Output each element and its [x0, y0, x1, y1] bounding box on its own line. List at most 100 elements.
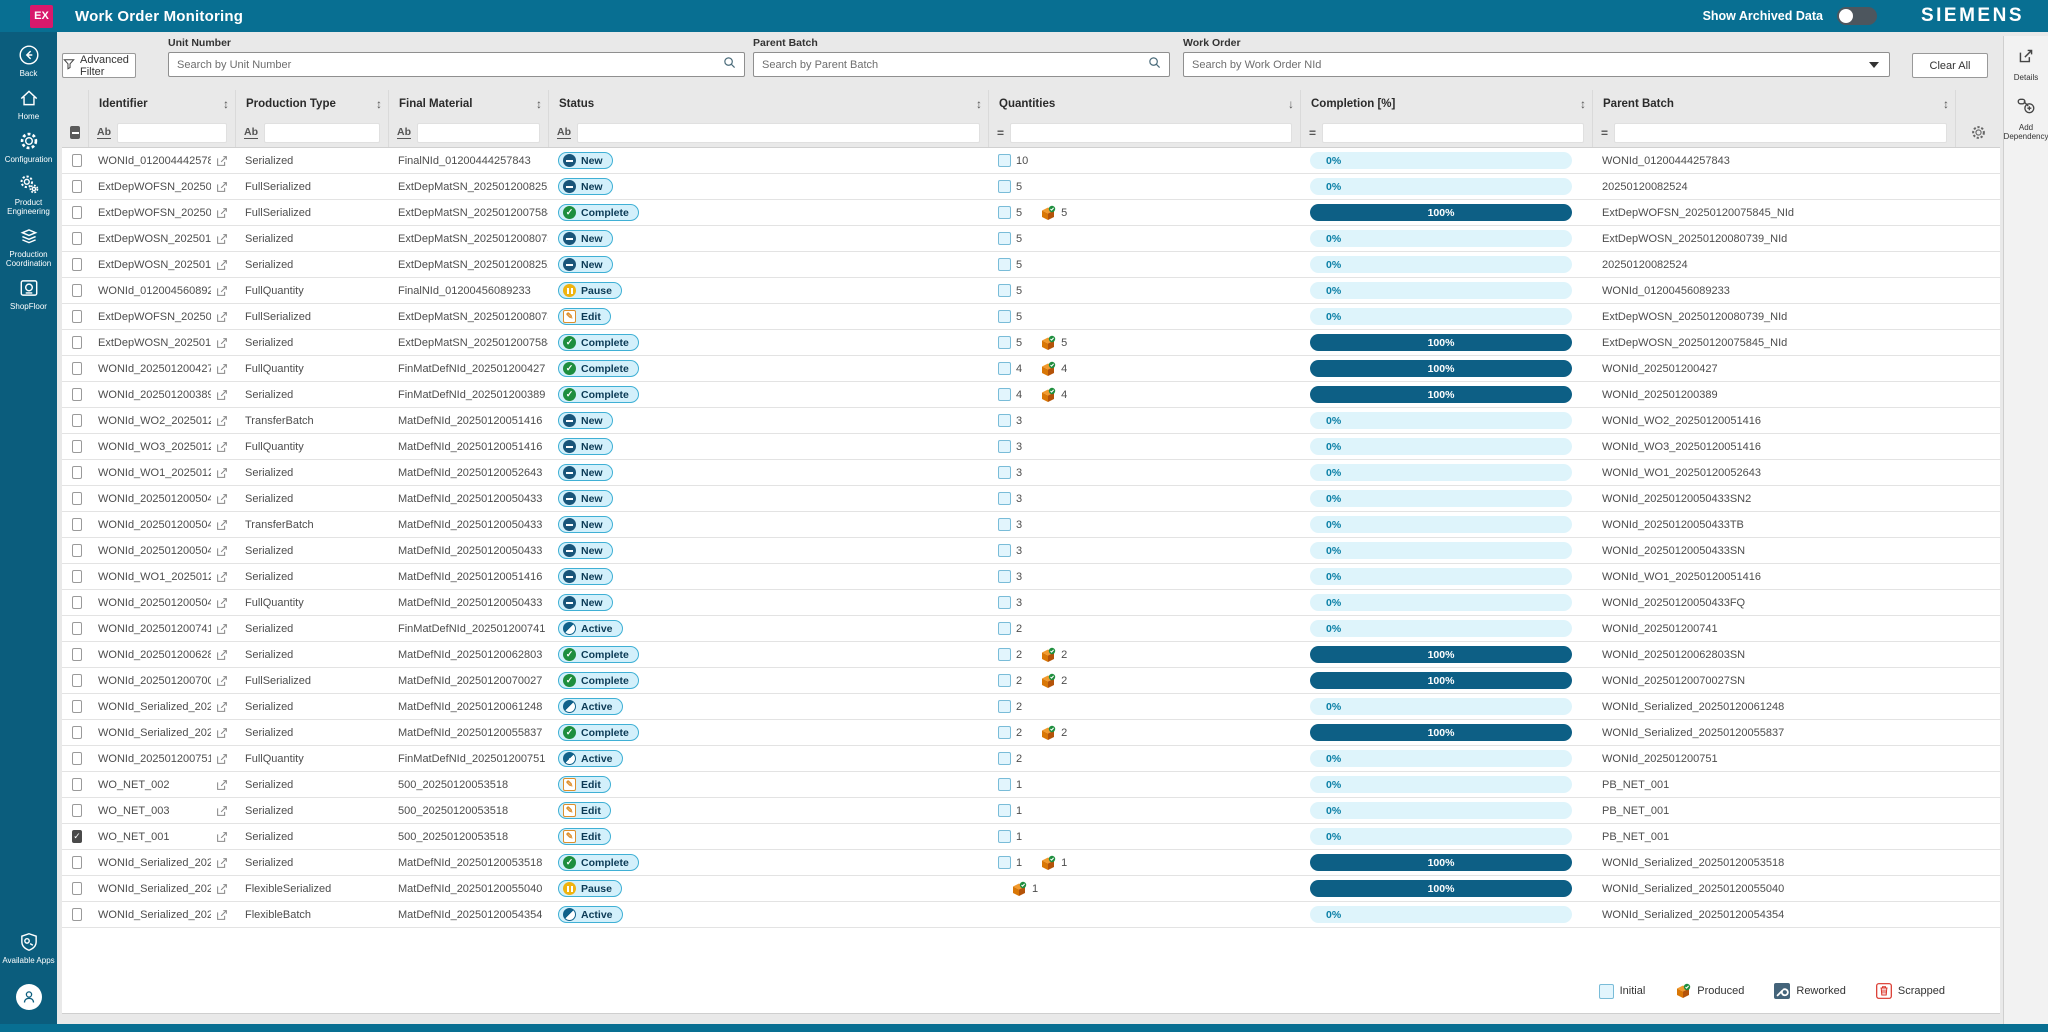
- row-checkbox[interactable]: [72, 804, 82, 817]
- parent-batch-input[interactable]: [754, 58, 1148, 71]
- column-header-final-material[interactable]: Final Material ↕: [388, 90, 548, 118]
- open-work-order-icon[interactable]: [211, 908, 229, 922]
- sort-icon[interactable]: ↕: [976, 97, 982, 111]
- open-work-order-icon[interactable]: [211, 466, 229, 480]
- open-work-order-icon[interactable]: [211, 440, 229, 454]
- sidebar-item-back[interactable]: Back: [0, 44, 57, 78]
- open-work-order-icon[interactable]: [211, 856, 229, 870]
- work-order-input[interactable]: [1184, 58, 1869, 71]
- column-filter-input[interactable]: [1614, 122, 1947, 143]
- row-checkbox[interactable]: [72, 284, 82, 297]
- sort-icon[interactable]: ↕: [376, 97, 382, 111]
- open-work-order-icon[interactable]: [211, 518, 229, 532]
- user-avatar[interactable]: [15, 984, 42, 1010]
- row-checkbox[interactable]: [72, 674, 82, 687]
- chevron-down-icon[interactable]: [1869, 61, 1879, 68]
- opcenter-ex-logo[interactable]: EX: [30, 4, 53, 28]
- row-checkbox[interactable]: [72, 622, 82, 635]
- open-work-order-icon[interactable]: [211, 674, 229, 688]
- open-work-order-icon[interactable]: [211, 258, 229, 272]
- column-filter-input[interactable]: [417, 122, 540, 143]
- sort-icon[interactable]: ↕: [223, 97, 229, 111]
- column-header-parent-batch[interactable]: Parent Batch ↕: [1592, 90, 1955, 118]
- gear-icon[interactable]: [1970, 124, 1987, 141]
- row-checkbox[interactable]: ✓: [72, 830, 82, 843]
- row-checkbox[interactable]: [72, 310, 82, 323]
- open-work-order-icon[interactable]: [211, 830, 229, 844]
- open-work-order-icon[interactable]: [211, 752, 229, 766]
- row-checkbox[interactable]: [72, 258, 82, 271]
- open-work-order-icon[interactable]: [211, 570, 229, 584]
- row-checkbox[interactable]: [72, 544, 82, 557]
- open-work-order-icon[interactable]: [211, 284, 229, 298]
- column-filter-input[interactable]: [1322, 122, 1584, 143]
- row-checkbox[interactable]: [72, 648, 82, 661]
- sort-icon[interactable]: ↕: [536, 97, 542, 111]
- open-work-order-icon[interactable]: [211, 206, 229, 220]
- row-checkbox[interactable]: [72, 596, 82, 609]
- row-checkbox[interactable]: [72, 752, 82, 765]
- advanced-filter-button[interactable]: Advanced Filter: [62, 53, 136, 78]
- sidebar-item-home[interactable]: Home: [0, 87, 57, 121]
- open-work-order-icon[interactable]: [211, 310, 229, 324]
- sidebar-item-product-engineering[interactable]: Product Engineering: [0, 173, 57, 216]
- sort-icon[interactable]: ↓: [1288, 97, 1294, 111]
- row-checkbox[interactable]: [72, 726, 82, 739]
- open-work-order-icon[interactable]: [211, 648, 229, 662]
- column-filter-input[interactable]: [264, 122, 380, 143]
- text-filter-icon[interactable]: Ab: [244, 125, 258, 139]
- row-checkbox[interactable]: [72, 362, 82, 375]
- text-filter-icon[interactable]: Ab: [97, 125, 111, 139]
- open-work-order-icon[interactable]: [211, 882, 229, 896]
- column-header-status[interactable]: Status ↕: [548, 90, 988, 118]
- column-header-production-type[interactable]: Production Type ↕: [235, 90, 388, 118]
- open-work-order-icon[interactable]: [211, 154, 229, 168]
- add-dependency-button[interactable]: Add Dependency: [2004, 96, 2048, 141]
- row-checkbox[interactable]: [72, 440, 82, 453]
- column-filter-input[interactable]: [117, 122, 227, 143]
- open-work-order-icon[interactable]: [211, 232, 229, 246]
- text-filter-icon[interactable]: Ab: [397, 125, 411, 139]
- column-header-identifier[interactable]: Identifier ↕: [88, 90, 235, 118]
- sort-icon[interactable]: ↕: [1580, 97, 1586, 111]
- open-work-order-icon[interactable]: [211, 804, 229, 818]
- text-filter-icon[interactable]: Ab: [557, 125, 571, 139]
- row-checkbox[interactable]: [72, 388, 82, 401]
- row-checkbox[interactable]: [72, 492, 82, 505]
- column-header-completion-[interactable]: Completion [%] ↕: [1300, 90, 1592, 118]
- row-checkbox[interactable]: [72, 414, 82, 427]
- clear-all-button[interactable]: Clear All: [1912, 53, 1988, 78]
- row-checkbox[interactable]: [72, 336, 82, 349]
- open-work-order-icon[interactable]: [211, 726, 229, 740]
- row-checkbox[interactable]: [72, 856, 82, 869]
- open-work-order-icon[interactable]: [211, 596, 229, 610]
- select-all-checkbox[interactable]: [70, 126, 80, 139]
- row-checkbox[interactable]: [72, 908, 82, 921]
- unit-number-input[interactable]: [169, 58, 723, 71]
- row-checkbox[interactable]: [72, 882, 82, 895]
- sidebar-item-production-coordination[interactable]: Production Coordination: [0, 225, 57, 268]
- equals-filter-icon[interactable]: =: [997, 125, 1005, 140]
- equals-filter-icon[interactable]: =: [1309, 125, 1317, 140]
- open-work-order-icon[interactable]: [211, 362, 229, 376]
- column-filter-input[interactable]: [1010, 122, 1292, 143]
- open-work-order-icon[interactable]: [211, 336, 229, 350]
- open-work-order-icon[interactable]: [211, 622, 229, 636]
- sidebar-item-available-apps[interactable]: Available Apps: [0, 931, 57, 965]
- sidebar-item-configuration[interactable]: Configuration: [0, 130, 57, 164]
- row-checkbox[interactable]: [72, 778, 82, 791]
- open-work-order-icon[interactable]: [211, 544, 229, 558]
- column-header-quantities[interactable]: Quantities ↓: [988, 90, 1300, 118]
- sidebar-item-shopfloor[interactable]: ShopFloor: [0, 277, 57, 311]
- row-checkbox[interactable]: [72, 180, 82, 193]
- equals-filter-icon[interactable]: =: [1601, 125, 1609, 140]
- open-work-order-icon[interactable]: [211, 492, 229, 506]
- open-work-order-icon[interactable]: [211, 700, 229, 714]
- row-checkbox[interactable]: [72, 466, 82, 479]
- open-work-order-icon[interactable]: [211, 388, 229, 402]
- column-filter-input[interactable]: [577, 122, 980, 143]
- row-checkbox[interactable]: [72, 518, 82, 531]
- sort-icon[interactable]: ↕: [1943, 97, 1949, 111]
- show-archived-toggle[interactable]: [1836, 7, 1877, 25]
- open-work-order-icon[interactable]: [211, 414, 229, 428]
